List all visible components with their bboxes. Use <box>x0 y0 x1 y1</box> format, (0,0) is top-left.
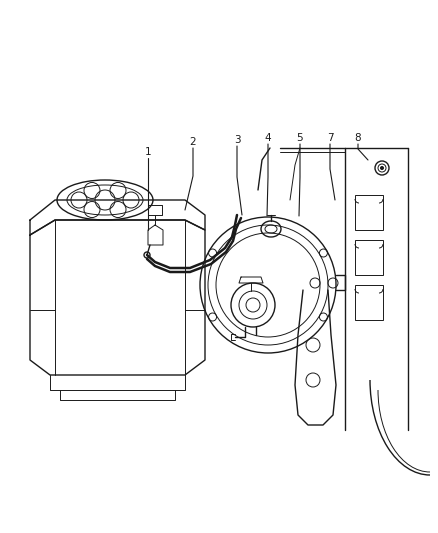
Text: 8: 8 <box>354 133 360 143</box>
Bar <box>354 240 382 275</box>
Bar <box>354 195 382 230</box>
Text: 7: 7 <box>326 133 332 143</box>
Text: 2: 2 <box>189 137 196 147</box>
Text: 3: 3 <box>233 135 240 145</box>
Circle shape <box>380 166 383 169</box>
Bar <box>354 285 382 320</box>
Text: 1: 1 <box>145 147 151 157</box>
Text: 4: 4 <box>264 133 271 143</box>
Text: 5: 5 <box>296 133 303 143</box>
